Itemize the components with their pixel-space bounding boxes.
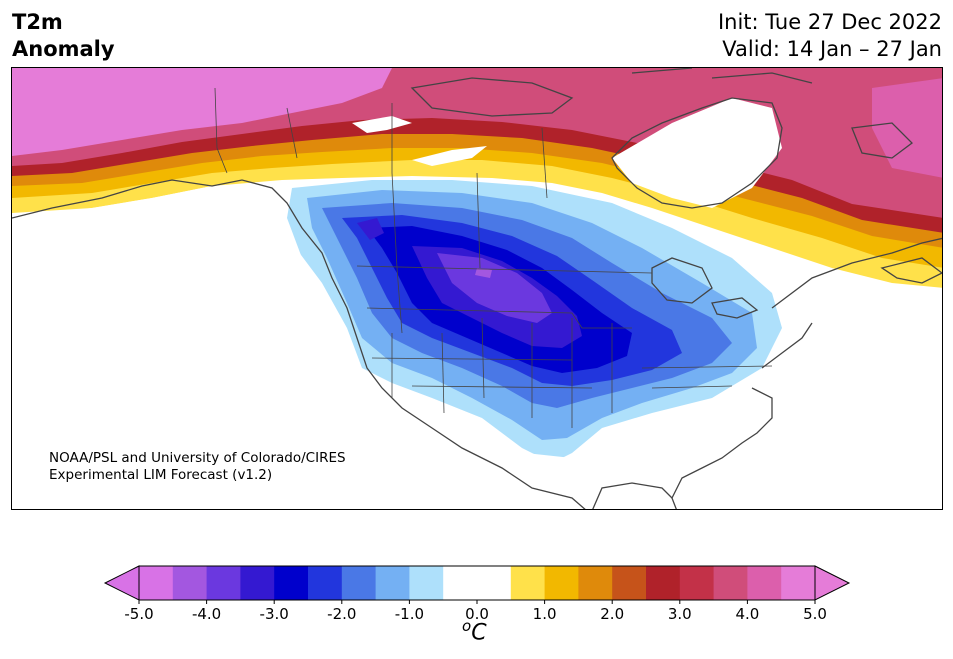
ice-mask-2 <box>412 146 487 166</box>
colorbar-tick-label: 3.0 <box>668 605 692 620</box>
colorbar-swatch <box>510 566 546 600</box>
political-borders <box>214 87 773 428</box>
coastlines <box>12 68 942 509</box>
ice-mask-1 <box>352 116 412 133</box>
colorbar-swatch <box>409 566 444 600</box>
colorbar-tick-label: 0.0 <box>465 605 489 620</box>
colorbar-swatch <box>274 566 309 600</box>
valid-range: Valid: 14 Jan – 27 Jan <box>722 37 942 61</box>
colorbar-swatch <box>139 566 174 600</box>
colorbar-svg: -5.0 -4.0 -3.0 -2.0 -1.0 0.0 1.0 2.0 3.0 4.0 5.0 <box>103 565 851 623</box>
colorbar-swatch <box>206 566 241 600</box>
colorbar-tick-label: -2.0 <box>327 605 356 620</box>
colorbar: -5.0 -4.0 -3.0 -2.0 -1.0 0.0 1.0 2.0 3.0 4.0 5.0 <box>0 560 953 624</box>
colorbar-swatch <box>240 566 275 600</box>
forecast-dates: Init: Tue 27 Dec 2022 Valid: 14 Jan – 27… <box>718 9 942 63</box>
map-canvas <box>12 68 942 509</box>
credit-text: NOAA/PSL and University of Colorado/CIRE… <box>49 450 346 484</box>
colorbar-swatch <box>172 566 208 600</box>
hudson-bay <box>612 98 782 208</box>
pacific-ocean <box>12 186 387 398</box>
colorbar-tick-label: -3.0 <box>260 605 289 620</box>
colorbar-tick-label: 4.0 <box>735 605 759 620</box>
southern-area <box>12 398 592 509</box>
unit-superscript: o <box>462 617 472 635</box>
colorbar-swatch <box>612 566 647 600</box>
colorbar-swatch <box>578 566 613 600</box>
colorbar-swatch <box>646 566 681 600</box>
cold-anomaly-pattern <box>287 180 782 463</box>
colorbar-tick-label: -4.0 <box>192 605 221 620</box>
colorbar-under-arrow <box>103 565 140 601</box>
colorbar-swatch <box>747 566 782 600</box>
colorbar-swatch <box>308 566 343 600</box>
colorbar-swatch <box>781 566 816 600</box>
colorbar-tick-label: 2.0 <box>600 605 624 620</box>
colorbar-swatch <box>713 566 748 600</box>
unit-letter: C <box>471 620 487 646</box>
title-line-2: Anomaly <box>12 37 115 61</box>
colorbar-over-arrow <box>814 565 851 601</box>
atlantic-ocean <box>633 318 942 509</box>
credit-line-2: Experimental LIM Forecast (v1.2) <box>49 467 273 483</box>
colorbar-swatch <box>375 566 410 600</box>
init-date: Init: Tue 27 Dec 2022 <box>717 10 942 34</box>
colorbar-swatch <box>443 566 478 600</box>
map-title: T2m Anomaly <box>12 9 115 63</box>
colorbar-swatch <box>341 566 377 600</box>
colorbar-swatch <box>679 566 715 600</box>
anomaly-map <box>11 67 943 510</box>
colorbar-tick-label: -1.0 <box>395 605 424 620</box>
colorbar-tick-label: 1.0 <box>533 605 557 620</box>
colorbar-unit: oC <box>462 617 487 645</box>
credit-line-1: NOAA/PSL and University of Colorado/CIRE… <box>49 450 346 466</box>
colorbar-swatch <box>477 566 512 600</box>
title-line-1: T2m <box>12 10 63 34</box>
colorbar-tick-label: 5.0 <box>803 605 827 620</box>
colorbar-swatch <box>544 566 579 600</box>
colorbar-tick-label: -5.0 <box>124 605 153 620</box>
